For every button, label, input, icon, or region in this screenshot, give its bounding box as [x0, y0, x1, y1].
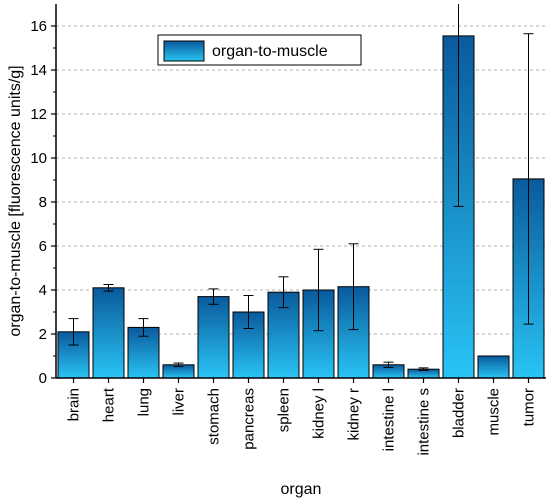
x-tick-label: pancreas: [241, 388, 258, 450]
y-axis-title: organ-to-muscle [fluorescence units/g]: [7, 65, 24, 336]
y-tick-label: 6: [39, 238, 47, 255]
x-tick-label: brain: [66, 388, 83, 421]
bar-muscle: [477, 355, 510, 379]
error-bars: [68, 4, 534, 372]
x-tick-label: stomach: [206, 388, 223, 445]
x-tick-label: lung: [136, 388, 153, 416]
x-tick-label: tumor: [521, 388, 538, 426]
axes: [51, 4, 546, 383]
x-tick-label: liver: [171, 388, 188, 416]
y-tick-labels: 0 2 4 6 8 10 12 14 16: [30, 18, 47, 387]
y-tick-label: 4: [39, 282, 47, 299]
bar-stomach: [197, 296, 230, 379]
y-tick-label: 12: [30, 106, 47, 123]
x-tick-label: intestine s: [416, 388, 433, 456]
y-tick-label: 10: [30, 150, 47, 167]
x-tick-labels: brain heart lung liver stomach pancreas spleen…: [66, 387, 538, 455]
y-tick-label: 8: [39, 194, 47, 211]
bars: [57, 35, 545, 379]
x-tick-label: muscle: [486, 388, 503, 436]
bar-heart: [92, 287, 125, 379]
x-tick-label: kidney r: [346, 388, 363, 441]
x-tick-label: intestine l: [381, 388, 398, 451]
x-tick-label: kidney l: [311, 388, 328, 439]
y-tick-label: 14: [30, 62, 47, 79]
x-axis-title: organ: [281, 481, 322, 498]
legend-swatch: [163, 40, 205, 62]
y-tick-label: 0: [39, 370, 47, 387]
legend: organ-to-muscle: [157, 34, 362, 66]
x-tick-label: heart: [101, 387, 118, 422]
y-tick-label: 16: [30, 18, 47, 35]
x-tick-label: bladder: [451, 388, 468, 438]
legend-label: organ-to-muscle: [212, 43, 328, 60]
y-tick-label: 2: [39, 326, 47, 343]
x-tick-label: spleen: [276, 388, 293, 432]
